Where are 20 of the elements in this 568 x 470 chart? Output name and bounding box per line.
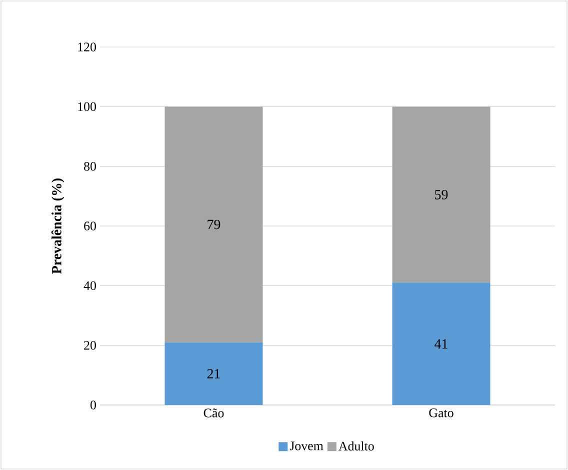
y-tick-label: 100 — [78, 102, 96, 112]
data-label: 21 — [207, 369, 220, 378]
legend-label: Adulto — [338, 441, 374, 451]
bar — [164, 106, 263, 342]
y-tick-label: 120 — [78, 42, 96, 52]
y-tick-label: 40 — [84, 281, 96, 290]
y-tick-label: 0 — [90, 400, 96, 410]
y-tick-label: 20 — [84, 340, 96, 350]
data-label: 41 — [434, 339, 448, 348]
x-tick-label: Gato — [429, 408, 454, 418]
bar — [392, 106, 490, 283]
bar — [164, 342, 263, 405]
legend-label: Jovem — [290, 442, 324, 450]
bar — [392, 282, 490, 405]
y-axis-title: Prevalência (%) — [51, 178, 64, 274]
y-tick-label: 80 — [84, 162, 96, 171]
data-label: 79 — [208, 220, 220, 230]
y-tick-label: 60 — [84, 222, 96, 230]
data-label: 59 — [435, 190, 448, 200]
x-tick-label: Cão — [204, 408, 224, 418]
